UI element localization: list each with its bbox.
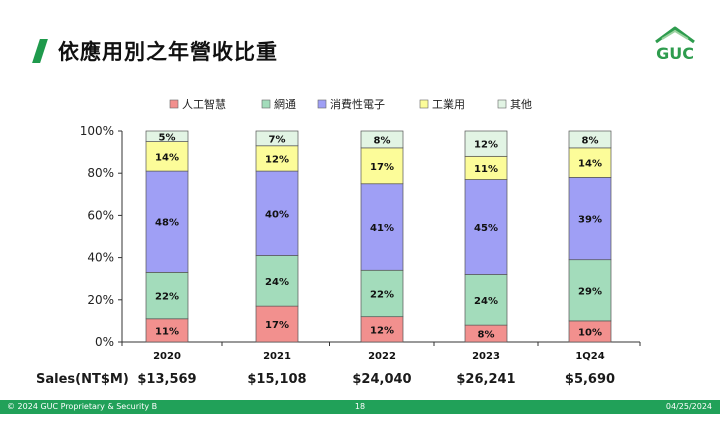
- data-label: 8%: [582, 135, 599, 146]
- data-label: 14%: [578, 159, 602, 170]
- footer-bar: © 2024 GUC Proprietary & Security B 18 0…: [0, 400, 720, 414]
- y-tick-label: 80%: [87, 166, 114, 180]
- title-accent-bar: [32, 39, 48, 63]
- data-label: 39%: [578, 215, 602, 226]
- sales-value-2022: $24,040: [352, 372, 412, 387]
- legend-swatch: [497, 99, 507, 109]
- legend-label: 其他: [510, 98, 532, 111]
- bar-segment: [568, 130, 612, 149]
- x-tick-label: 1Q24: [575, 351, 604, 362]
- sales-value-2023: $26,241: [456, 372, 516, 387]
- bar-segment: [255, 170, 299, 256]
- chart-legend: 人工智慧 網通 消費性電子 工業用 其他: [169, 97, 532, 111]
- title-bar: 依應用別之年營收比重: [32, 36, 278, 66]
- x-tick-label: 2023: [472, 351, 500, 362]
- sales-value-2021: $15,108: [247, 372, 307, 387]
- footer-date: 04/25/2024: [665, 402, 712, 411]
- bar-segment: [145, 141, 189, 172]
- stacked-bar-chart: 人工智慧 網通 消費性電子 工業用 其他 0% 20% 40% 60% 80% 100% 2020 2…: [80, 97, 641, 362]
- data-label: 22%: [155, 292, 179, 303]
- data-label: 12%: [265, 154, 289, 165]
- bar-segment: [464, 179, 508, 275]
- y-tick-label: 100%: [80, 124, 114, 138]
- logo-roof-icon: [655, 26, 695, 44]
- data-label: 12%: [370, 325, 394, 336]
- legend-swatch: [317, 99, 327, 109]
- bar-segment: [255, 255, 299, 307]
- bar-segment: [360, 316, 404, 343]
- chart-axes: 0% 20% 40% 60% 80% 100% 2020 2021 2022 2023 1Q24: [80, 124, 641, 362]
- x-tick-label: 2021: [263, 351, 291, 362]
- bar-segment: [360, 147, 404, 185]
- data-label: 45%: [474, 223, 498, 234]
- bar-segment: [464, 274, 508, 326]
- bar-segment: [360, 130, 404, 149]
- data-label: 11%: [155, 326, 179, 337]
- data-label: 12%: [474, 140, 498, 151]
- bar-segment: [145, 272, 189, 320]
- sales-value-2020: $13,569: [137, 372, 197, 387]
- data-label: 22%: [370, 289, 394, 300]
- sales-row: Sales(NT$M) $13,569 $15,108 $24,040 $26,…: [0, 372, 720, 392]
- bar-segment: [464, 130, 508, 157]
- footer-page-number: 18: [354, 402, 366, 411]
- sales-value-1q24: $5,690: [564, 372, 616, 387]
- bar-segment: [255, 130, 299, 147]
- data-label: 14%: [155, 152, 179, 163]
- y-tick-label: 0%: [95, 335, 114, 349]
- data-label: 7%: [269, 134, 286, 145]
- footer-copyright: © 2024 GUC Proprietary & Security B: [7, 402, 158, 411]
- data-label: 5%: [159, 132, 176, 143]
- legend-swatch: [419, 99, 429, 109]
- x-tick-label: 2020: [153, 351, 181, 362]
- data-label: 24%: [265, 277, 289, 288]
- data-label: 8%: [374, 135, 391, 146]
- x-tick-label: 2022: [368, 351, 396, 362]
- legend-swatch: [169, 99, 179, 109]
- sales-label: Sales(NT$M): [36, 372, 129, 387]
- data-label: 48%: [155, 218, 179, 229]
- y-tick-label: 40%: [87, 251, 114, 265]
- data-label: 40%: [265, 209, 289, 220]
- bar-segment: [568, 177, 612, 261]
- legend-label: 人工智慧: [182, 97, 226, 111]
- bar-segment: [145, 130, 189, 142]
- legend-label: 消費性電子: [330, 97, 385, 111]
- bar-segment: [568, 259, 612, 322]
- data-label: 29%: [578, 286, 602, 297]
- data-label: 8%: [478, 330, 495, 341]
- data-label: 10%: [578, 327, 602, 338]
- page-title: 依應用別之年營收比重: [58, 40, 278, 64]
- data-label: 17%: [265, 320, 289, 331]
- bar-segment: [255, 145, 299, 172]
- bar-segment: [360, 183, 404, 271]
- bar-segment: [360, 269, 404, 318]
- guc-logo: GUC: [646, 22, 704, 70]
- logo-text: GUC: [656, 44, 694, 63]
- bar-segment: [568, 147, 612, 178]
- y-tick-label: 60%: [87, 208, 114, 222]
- data-label: 41%: [370, 223, 394, 234]
- data-label: 24%: [474, 296, 498, 307]
- data-label: 11%: [474, 164, 498, 175]
- legend-label: 工業用: [432, 98, 465, 111]
- data-label: 17%: [370, 162, 394, 173]
- legend-label: 網通: [274, 97, 296, 111]
- chart-bars: 11% 22% 48% 14% 5% 17% 24% 40% 12% 7% 12% 22% 41% 17%…: [145, 130, 612, 343]
- bar-segment: [255, 305, 299, 343]
- y-tick-label: 20%: [87, 293, 114, 307]
- legend-swatch: [261, 99, 271, 109]
